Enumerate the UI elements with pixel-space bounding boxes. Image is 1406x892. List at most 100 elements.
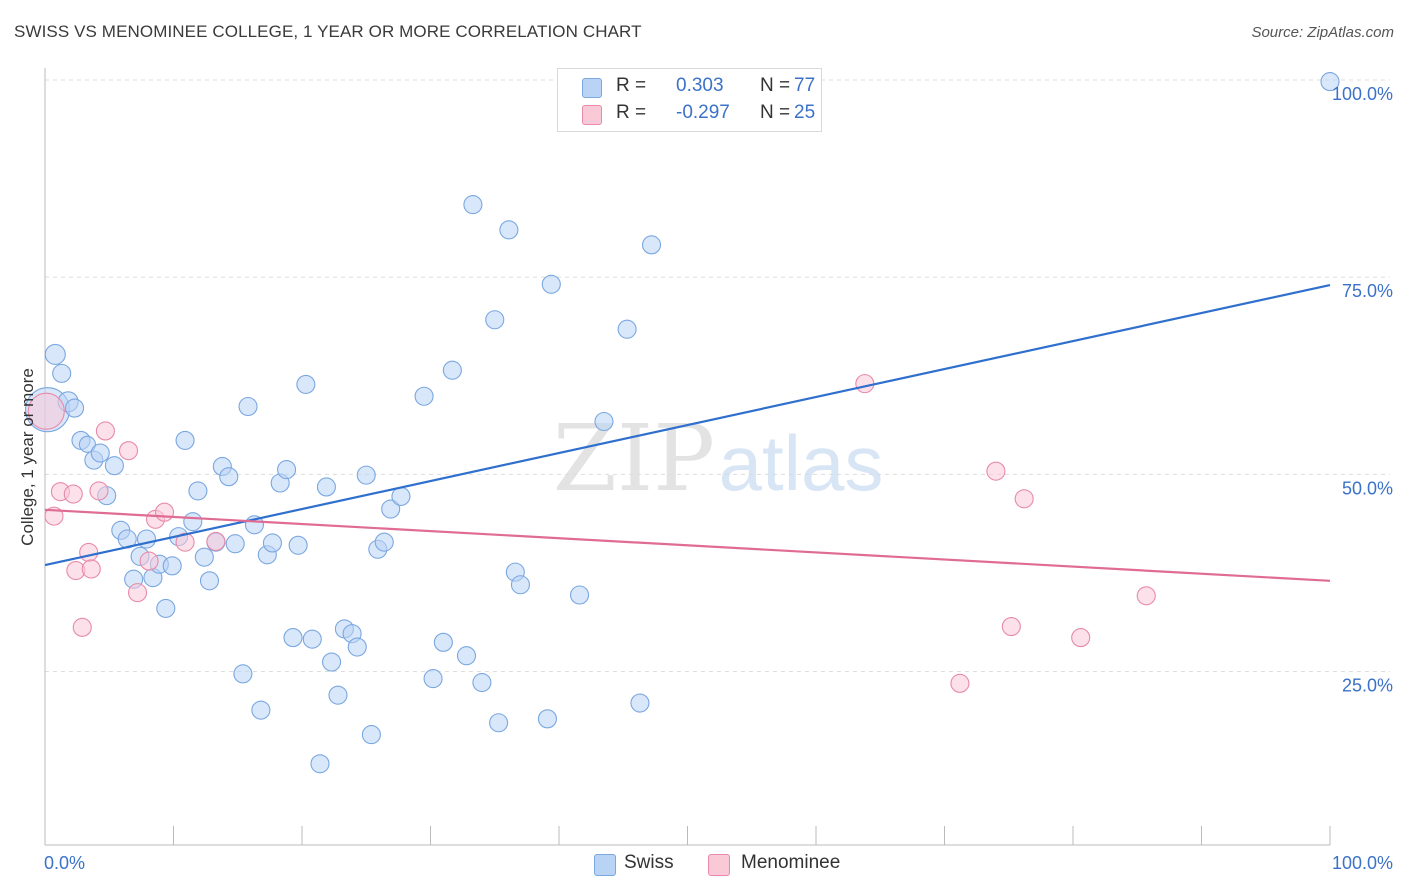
data-point-swiss xyxy=(641,235,662,255)
data-point-swiss xyxy=(630,693,650,713)
data-point-swiss xyxy=(617,319,637,339)
data-point-menominee xyxy=(855,374,875,394)
data-point-menominee xyxy=(206,531,226,551)
trend-line-menominee xyxy=(44,508,1331,582)
data-point-swiss xyxy=(156,598,176,618)
legend-r-label: R = xyxy=(616,75,647,96)
data-point-swiss xyxy=(570,585,590,605)
data-point-swiss xyxy=(188,481,208,501)
y-tick-label: 25.0% xyxy=(1342,675,1393,695)
data-point-swiss xyxy=(162,556,182,576)
data-point-swiss xyxy=(225,534,245,554)
data-point-swiss xyxy=(594,411,614,432)
data-point-menominee xyxy=(95,421,115,441)
data-point-menominee xyxy=(950,673,970,693)
watermark-zip: ZIP xyxy=(553,405,715,512)
data-point-swiss xyxy=(463,195,483,215)
data-point-swiss xyxy=(356,465,376,485)
data-point-menominee xyxy=(1071,628,1091,648)
data-point-swiss xyxy=(219,467,239,487)
data-point-swiss xyxy=(442,360,462,380)
data-point-swiss xyxy=(391,486,411,506)
data-point-swiss xyxy=(361,725,381,745)
data-point-menominee xyxy=(139,551,159,571)
data-point-menominee xyxy=(27,392,65,430)
data-point-swiss xyxy=(52,363,72,383)
y-axis-label: College, 1 year or more xyxy=(18,368,37,546)
data-point-swiss xyxy=(296,374,316,394)
data-point-swiss xyxy=(283,628,303,648)
x-tick-label: 100.0% xyxy=(1332,853,1393,873)
data-point-menominee xyxy=(81,559,101,579)
data-point-menominee xyxy=(127,583,148,603)
data-point-swiss xyxy=(1320,72,1340,92)
data-point-swiss xyxy=(510,575,531,595)
data-point-swiss xyxy=(322,652,342,672)
legend-swatch-swiss xyxy=(582,78,602,98)
legend-swatch-menominee xyxy=(582,105,602,125)
data-point-swiss xyxy=(288,535,308,555)
data-point-swiss xyxy=(90,443,110,463)
data-point-swiss xyxy=(183,512,203,532)
legend-n-value-swiss: 77 xyxy=(794,75,816,96)
legend-n-label: N = xyxy=(760,102,791,123)
chart-title: SWISS VS MENOMINEE COLLEGE, 1 YEAR OR MO… xyxy=(14,22,642,41)
data-point-swiss xyxy=(433,632,453,652)
data-point-swiss xyxy=(199,571,220,591)
data-point-menominee xyxy=(986,461,1006,481)
data-point-menominee xyxy=(1014,489,1034,509)
data-point-menominee xyxy=(72,617,92,637)
source-credit: Source: ZipAtlas.com xyxy=(1251,24,1394,41)
data-point-swiss xyxy=(456,646,477,666)
watermark-atlas: atlas xyxy=(719,419,884,507)
axes xyxy=(44,68,1331,846)
trend-lines xyxy=(44,283,1331,582)
data-point-swiss xyxy=(175,430,195,450)
legend-n-value-menominee: 25 xyxy=(794,102,816,123)
data-point-swiss xyxy=(499,220,519,240)
data-point-menominee xyxy=(175,532,195,552)
y-tick-label: 75.0% xyxy=(1342,281,1393,301)
tick-labels: 25.0% 50.0% 75.0% 100.0% 0.0% 100.0% xyxy=(44,84,1393,873)
data-point-swiss xyxy=(78,435,96,453)
legend-r-value-swiss: 0.303 xyxy=(676,75,724,96)
data-point-menominee xyxy=(63,484,83,504)
data-point-swiss xyxy=(302,629,322,649)
data-point-swiss xyxy=(485,310,505,330)
data-point-swiss xyxy=(44,343,66,366)
legend-n-label: N = xyxy=(760,75,791,96)
data-point-swiss xyxy=(423,669,443,689)
data-point-swiss xyxy=(233,664,253,684)
data-point-swiss xyxy=(65,398,85,418)
data-point-swiss xyxy=(347,637,367,657)
data-point-swiss xyxy=(541,274,561,294)
data-point-menominee xyxy=(89,481,109,501)
data-point-swiss xyxy=(328,685,348,705)
data-point-swiss xyxy=(489,713,509,733)
correlation-legend: R = 0.303 N = 77 R = -0.297 N = 25 xyxy=(557,68,822,132)
data-point-menominee xyxy=(1136,586,1156,606)
data-point-swiss xyxy=(537,709,557,729)
data-point-swiss xyxy=(374,532,394,552)
data-point-swiss xyxy=(104,456,124,476)
data-points xyxy=(25,71,1340,774)
data-point-swiss xyxy=(414,386,434,406)
data-point-swiss xyxy=(238,396,258,417)
data-point-menominee xyxy=(1001,616,1021,637)
trend-line-swiss xyxy=(44,283,1331,567)
legend-r-label: R = xyxy=(616,102,647,123)
data-point-menominee xyxy=(154,502,175,522)
x-tick-label: 0.0% xyxy=(44,853,85,873)
data-point-menominee xyxy=(79,542,99,562)
data-point-swiss xyxy=(277,460,297,480)
series-swatch-swiss xyxy=(594,854,616,876)
series-swatch-menominee xyxy=(708,854,730,876)
data-point-swiss xyxy=(262,533,282,553)
data-point-menominee xyxy=(118,441,139,461)
legend-r-value-menominee: -0.297 xyxy=(676,102,730,123)
data-point-swiss xyxy=(194,547,214,567)
data-point-swiss xyxy=(381,499,401,519)
data-point-swiss xyxy=(310,754,330,774)
series-label-swiss: Swiss xyxy=(624,852,674,873)
